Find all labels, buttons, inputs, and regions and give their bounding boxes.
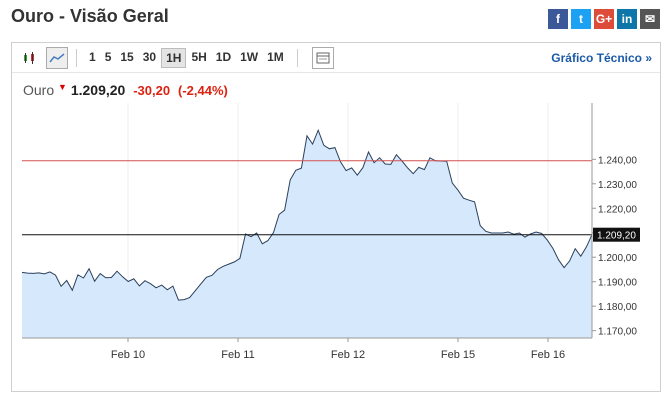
area-chart-icon[interactable] — [46, 46, 68, 69]
share-bar: f t G+ in ✉ — [548, 9, 660, 29]
interval-1m[interactable]: 1M — [267, 49, 284, 64]
twitter-icon[interactable]: t — [571, 9, 591, 29]
x-tick-label: Feb 16 — [531, 349, 565, 361]
price-area — [22, 130, 592, 338]
price-change: -30,20 — [133, 83, 171, 98]
y-tick-label: 1.170,00 — [598, 327, 637, 338]
current-price-label: 1.209,20 — [597, 231, 636, 242]
interval-5[interactable]: 5 — [104, 49, 112, 64]
price-line — [21, 128, 593, 301]
interval-group: 1 5 15 30 1H 5H 1D 1W 1M — [85, 47, 289, 68]
interval-30[interactable]: 30 — [142, 49, 157, 64]
y-tick-label: 1.200,00 — [598, 253, 637, 264]
chart-toolbar: 1 5 15 30 1H 5H 1D 1W 1M Gráfico Técnico » — [12, 43, 660, 73]
chart-panel: 1 5 15 30 1H 5H 1D 1W 1M Gráfico Técnico » Ouro … — [11, 42, 661, 392]
price-change-percent: (-2,44%) — [177, 83, 228, 98]
current-price-badge — [593, 227, 640, 242]
x-tick-label: Feb 15 — [441, 349, 475, 361]
technical-chart-link[interactable]: Gráfico Técnico » — [551, 51, 652, 65]
instrument-name: Ouro — [23, 82, 55, 98]
page-title: Ouro - Visão Geral — [11, 6, 169, 26]
google-plus-icon[interactable]: G+ — [594, 9, 614, 29]
last-price: 1.209,20 — [70, 82, 126, 98]
toolbar-divider — [296, 48, 298, 67]
toolbar-divider — [76, 48, 77, 67]
interval-1d[interactable]: 1D — [215, 49, 232, 64]
candlestick-icon[interactable] — [18, 47, 40, 69]
x-tick-label: Feb 12 — [331, 349, 365, 361]
y-tick-label: 1.230,00 — [598, 180, 637, 191]
y-tick-label: 1.220,00 — [598, 204, 637, 215]
table-view-icon[interactable] — [311, 46, 334, 69]
quote-line: Ouro ▼ 1.209,20 -30,20 (-2,44%) — [23, 82, 228, 98]
y-tick-label: 1.180,00 — [598, 302, 637, 313]
interval-5h[interactable]: 5H — [191, 49, 207, 64]
interval-1h[interactable]: 1H — [161, 47, 187, 68]
facebook-icon[interactable]: f — [548, 9, 568, 29]
y-tick-label: 1.240,00 — [598, 155, 637, 166]
down-arrow-icon: ▼ — [58, 82, 67, 92]
interval-1[interactable]: 1 — [89, 49, 96, 64]
y-tick-label: 1.190,00 — [598, 278, 637, 289]
interval-1w[interactable]: 1W — [240, 49, 259, 64]
mail-icon[interactable]: ✉ — [640, 9, 660, 29]
linkedin-icon[interactable]: in — [617, 9, 637, 29]
x-tick-label: Feb 11 — [221, 349, 254, 361]
interval-15[interactable]: 15 — [120, 49, 134, 64]
x-tick-label: Feb 10 — [111, 349, 145, 361]
